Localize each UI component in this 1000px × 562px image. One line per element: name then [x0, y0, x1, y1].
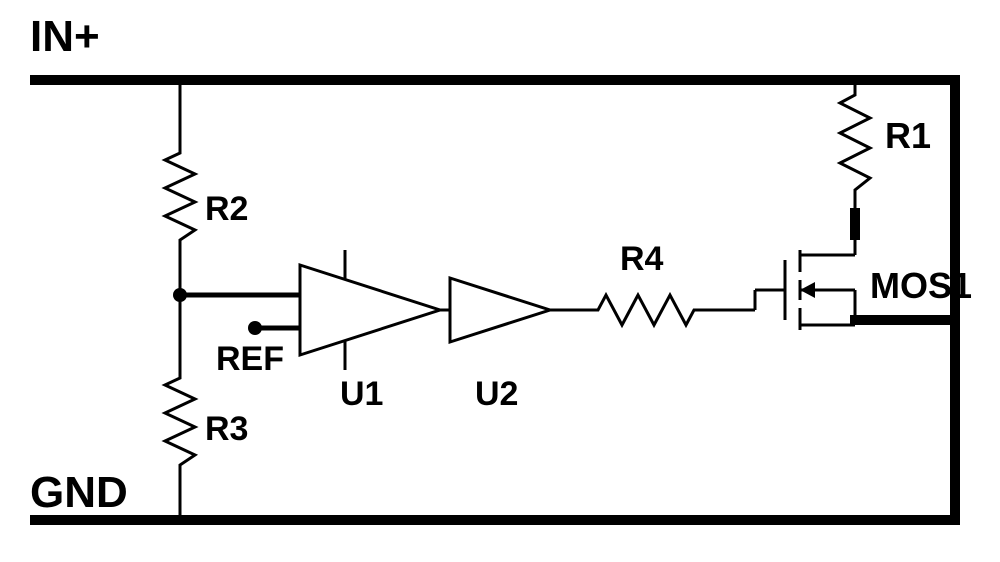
label-mos1: MOS1 [870, 265, 972, 307]
label-r2: R2 [205, 190, 248, 229]
mosfet-mos1 [785, 245, 855, 330]
node-ref [248, 321, 262, 335]
resistor-r4 [590, 295, 700, 325]
label-r4: R4 [620, 240, 663, 279]
comparator-u1 [300, 265, 440, 355]
label-u1: U1 [340, 375, 383, 414]
label-gnd: GND [30, 468, 128, 518]
label-in-plus: IN+ [30, 12, 100, 62]
buffer-u2 [450, 278, 550, 342]
resistor-r2 [165, 145, 195, 255]
label-u2: U2 [475, 375, 518, 414]
node-divider-tap [173, 288, 187, 302]
resistor-r3 [165, 370, 195, 480]
schematic-svg [0, 0, 1000, 562]
label-r1: R1 [885, 115, 931, 157]
label-r3: R3 [205, 410, 248, 449]
label-ref: REF [216, 340, 284, 379]
circuit-diagram: IN+ GND REF R2 R3 R1 R4 U1 U2 MOS1 [0, 0, 1000, 562]
resistor-r1 [840, 85, 870, 208]
